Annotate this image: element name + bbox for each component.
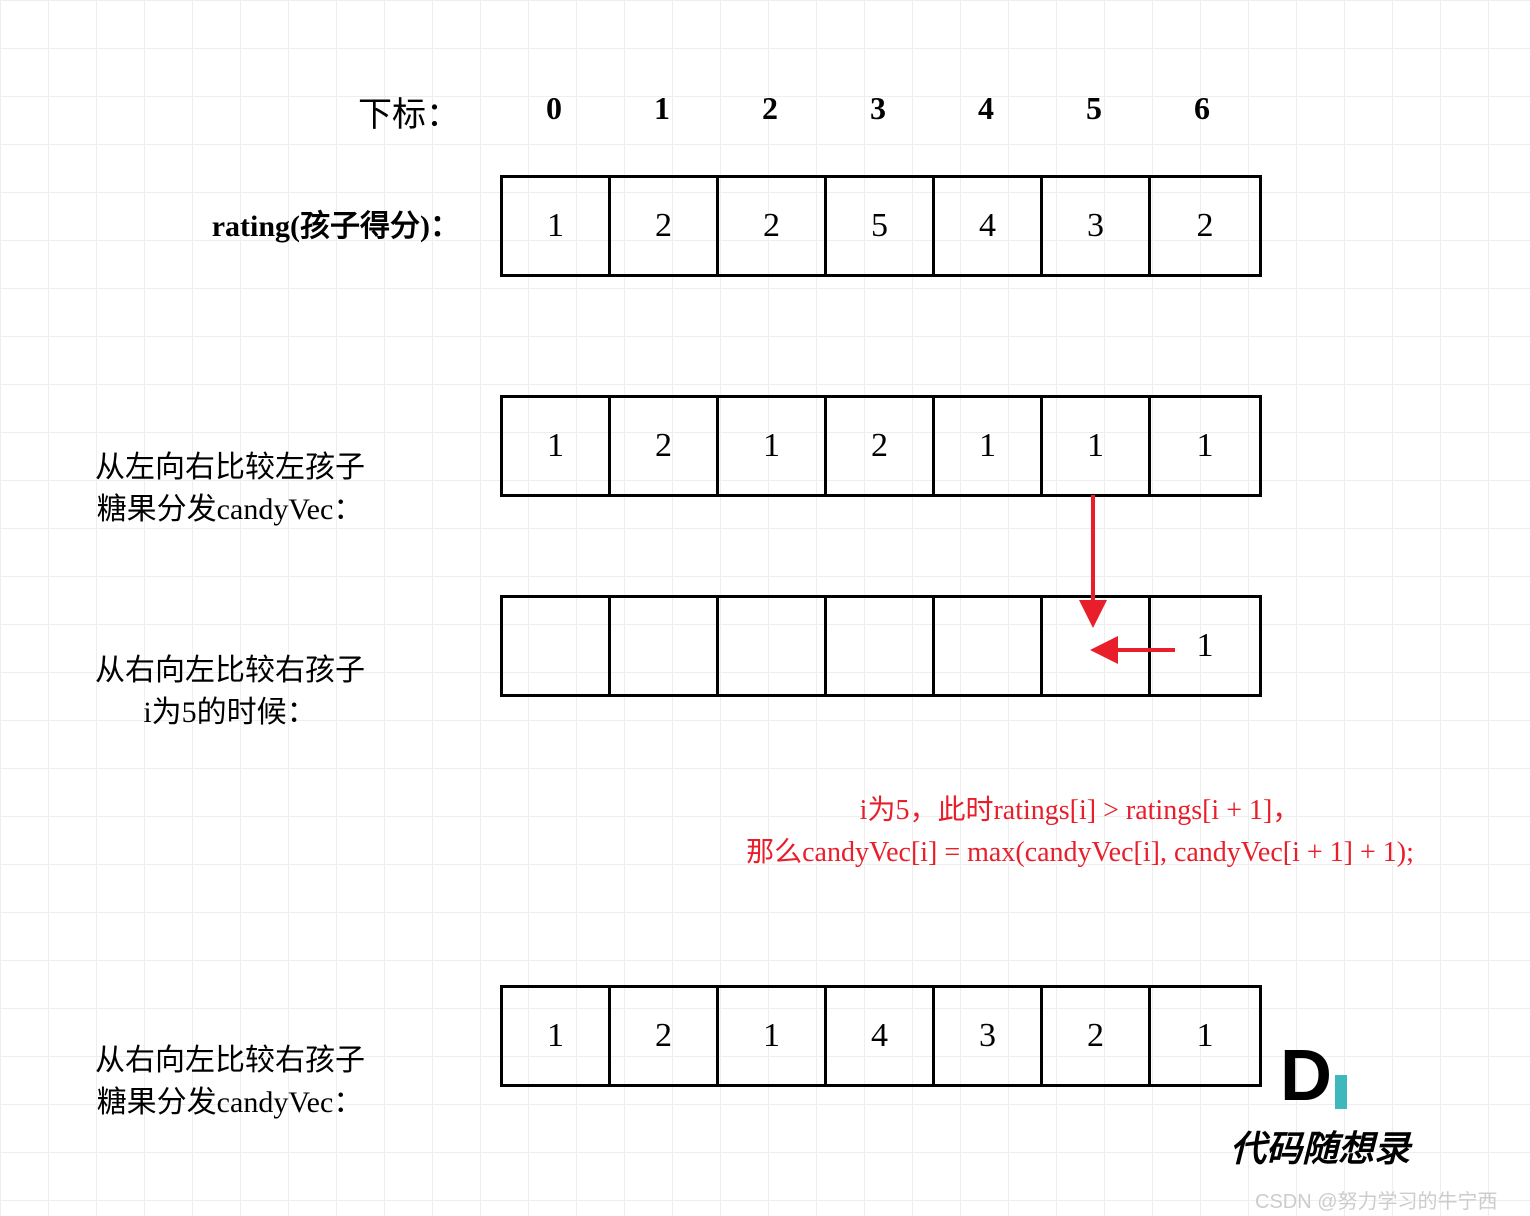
- array-cell: 2: [1043, 988, 1151, 1084]
- array-cell: 1: [1151, 398, 1259, 494]
- csdn-watermark: CSDN @努力学习的牛宁西: [1255, 1185, 1498, 1214]
- array-cell: 2: [719, 178, 827, 274]
- watermark-text: 代码随想录: [1230, 1120, 1410, 1172]
- logo-d-accent: [1335, 1075, 1347, 1109]
- array-cell: 2: [611, 178, 719, 274]
- array-cell: 1: [1151, 598, 1259, 694]
- final-array: 1 2 1 4 3 2 1: [500, 985, 1262, 1087]
- array-cell: 2: [1151, 178, 1259, 274]
- array-cell: 1: [1151, 988, 1259, 1084]
- array-cell: 1: [719, 988, 827, 1084]
- array-cell: 2: [827, 398, 935, 494]
- left-to-right-array: 1 2 1 2 1 1 1: [500, 395, 1262, 497]
- index-row: 0 1 2 3 4 5 6: [500, 90, 1256, 127]
- index-cell: 6: [1148, 90, 1256, 127]
- label-final: 从右向左比较右孩子 糖果分发candyVec：: [0, 998, 460, 1124]
- index-cell: 5: [1040, 90, 1148, 127]
- array-cell: 3: [935, 988, 1043, 1084]
- label-rating: rating(孩子得分)：: [0, 206, 460, 248]
- array-cell: 1: [1043, 398, 1151, 494]
- array-cell: 1: [719, 398, 827, 494]
- logo-d-icon: D: [1280, 1035, 1332, 1117]
- index-cell: 2: [716, 90, 824, 127]
- array-cell: 2: [611, 398, 719, 494]
- array-cell: 3: [1043, 178, 1151, 274]
- array-cell: 5: [827, 178, 935, 274]
- index-cell: 0: [500, 90, 608, 127]
- label-i5: 从右向左比较右孩子 i为5的时候：: [0, 608, 460, 734]
- array-cell: 1: [503, 988, 611, 1084]
- array-cell: 1: [935, 398, 1043, 494]
- rating-array: 1 2 2 5 4 3 2: [500, 175, 1262, 277]
- index-cell: 3: [824, 90, 932, 127]
- index-cell: 1: [608, 90, 716, 127]
- array-cell: 1: [503, 178, 611, 274]
- array-cell: 1: [503, 398, 611, 494]
- array-cell: [935, 598, 1043, 694]
- i5-array: 1: [500, 595, 1262, 697]
- array-cell: [503, 598, 611, 694]
- array-cell: [611, 598, 719, 694]
- explanation-text: i为5，此时ratings[i] > ratings[i + 1]， 那么can…: [680, 790, 1480, 874]
- array-cell: 4: [827, 988, 935, 1084]
- array-cell: [1043, 598, 1151, 694]
- label-index: 下标：: [0, 92, 460, 140]
- label-left-to-right: 从左向右比较左孩子 糖果分发candyVec：: [0, 405, 460, 531]
- array-cell: 4: [935, 178, 1043, 274]
- array-cell: 2: [611, 988, 719, 1084]
- index-cell: 4: [932, 90, 1040, 127]
- array-cell: [719, 598, 827, 694]
- array-cell: [827, 598, 935, 694]
